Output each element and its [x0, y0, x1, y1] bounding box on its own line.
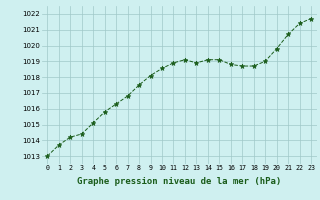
X-axis label: Graphe pression niveau de la mer (hPa): Graphe pression niveau de la mer (hPa) — [77, 177, 281, 186]
